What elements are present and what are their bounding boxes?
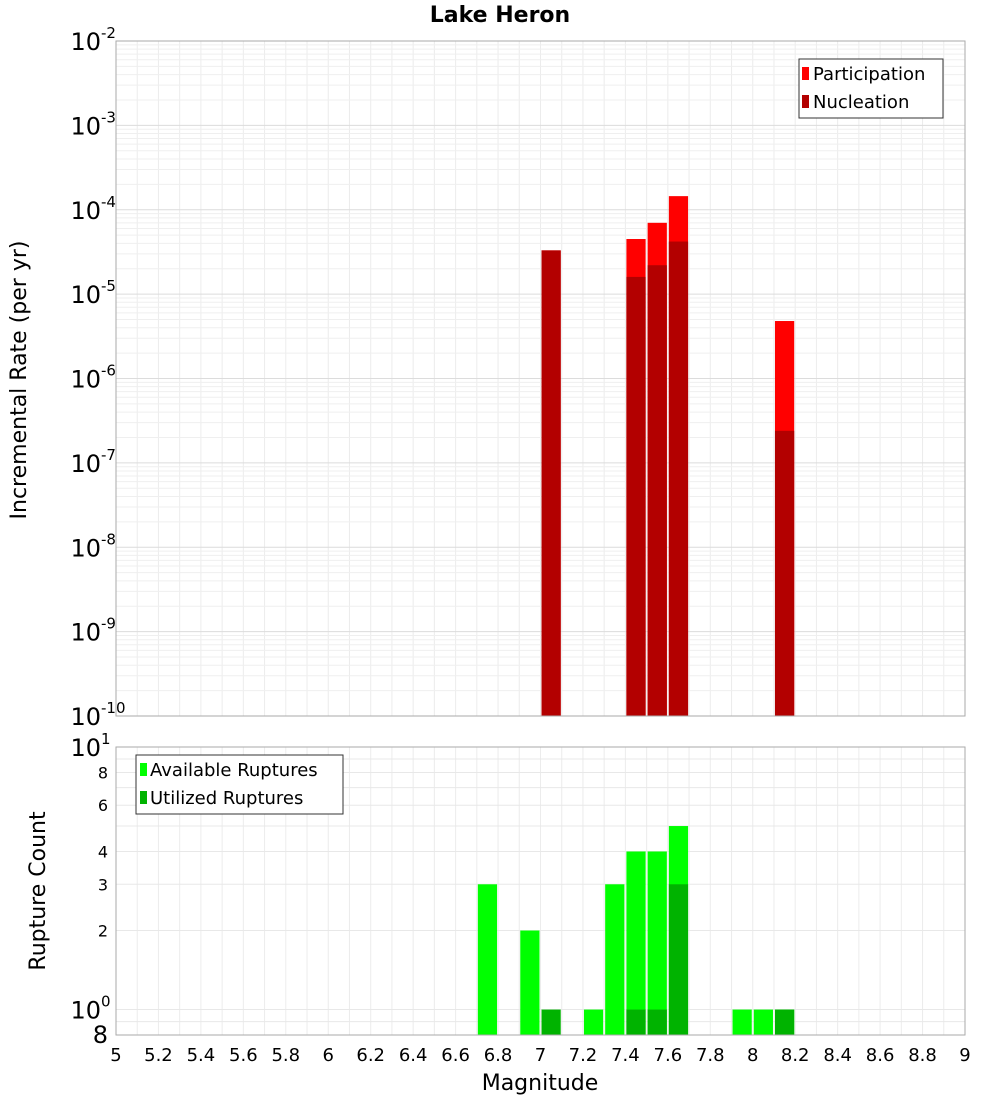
- rate-y-tick-base: 10: [70, 619, 101, 647]
- bar-utilized: [541, 1009, 561, 1035]
- bar-available: [626, 851, 646, 1035]
- count-y-tick-exp: 0: [101, 993, 111, 1011]
- bar-utilized: [647, 1009, 667, 1035]
- x-tick-label: 8.2: [781, 1045, 810, 1066]
- count-y-tick-base: 10: [70, 997, 101, 1025]
- x-tick-label: 7.8: [696, 1045, 725, 1066]
- legend-swatch-utilized: [140, 791, 147, 804]
- legend-label-available: Available Ruptures: [150, 760, 318, 781]
- count-y-tick-bottom: 8: [93, 1021, 108, 1049]
- bar-nucleation: [626, 276, 646, 716]
- rate-y-tick-label: 10 -4: [70, 193, 116, 225]
- bar-available: [477, 884, 498, 1035]
- chart-title: Lake Heron: [430, 3, 570, 28]
- x-tick-label: 9: [959, 1045, 970, 1066]
- x-tick-label: 6.8: [484, 1045, 513, 1066]
- rate-y-tick-exp: -5: [101, 277, 116, 295]
- count-y-tick-label: 6: [98, 796, 108, 815]
- legend-label-nucleation: Nucleation: [813, 92, 909, 113]
- rate-gridlines: [115, 41, 966, 717]
- rate-y-tick-label: 10 -6: [70, 362, 116, 394]
- rate-y-tick-exp: -9: [101, 615, 116, 633]
- count-y-axis-label: Rupture Count: [26, 811, 51, 971]
- rate-y-tick-base: 10: [70, 281, 101, 309]
- legend-swatch-participation: [802, 67, 809, 80]
- rate-y-tick-label: 10 -5: [70, 277, 116, 309]
- count-bars: [477, 826, 795, 1035]
- count-y-tick-label: 4: [98, 842, 108, 861]
- x-tick-label: 6.4: [399, 1045, 428, 1066]
- x-tick-label: 7.2: [569, 1045, 598, 1066]
- bar-nucleation: [774, 430, 795, 716]
- legend-label-utilized: Utilized Ruptures: [150, 788, 303, 809]
- x-tick-label: 5.2: [144, 1045, 173, 1066]
- x-tick-label: 7: [535, 1045, 546, 1066]
- x-ticks: 5 5.2 5.4 5.6 5.8 6 6.2 6.4 6.6 6.8 7 7.2 7.4 7.6 7.8 8…: [110, 1045, 970, 1066]
- x-tick-label: 5.8: [271, 1045, 300, 1066]
- rate-y-tick-label: 10 -3: [70, 108, 116, 140]
- rate-y-tick-exp: -3: [101, 108, 116, 126]
- count-y-tick-label: 3: [98, 875, 108, 894]
- rate-y-tick-exp: -2: [101, 24, 116, 42]
- x-tick-label: 5.6: [229, 1045, 258, 1066]
- bar-available: [647, 851, 667, 1035]
- bar-available: [753, 1009, 773, 1035]
- rate-y-tick-label: 10 -7: [70, 446, 116, 478]
- bar-available: [732, 1009, 752, 1035]
- legend-label-participation: Participation: [813, 64, 925, 85]
- rate-y-tick-base: 10: [70, 703, 101, 731]
- rate-legend: Participation Nucleation: [798, 58, 944, 119]
- bar-available: [605, 884, 625, 1035]
- legend-swatch-nucleation: [802, 95, 809, 108]
- rate-y-tick-base: 10: [70, 197, 101, 225]
- count-y-tick-label: 8: [98, 763, 108, 782]
- bar-utilized: [774, 1009, 795, 1035]
- count-y-tick-exp: 1: [101, 730, 111, 748]
- bar-available: [583, 1009, 604, 1035]
- bar-available: [520, 930, 540, 1035]
- rate-y-tick-base: 10: [70, 450, 101, 478]
- count-y-tick-base: 10: [70, 734, 101, 762]
- bar-nucleation: [668, 241, 689, 717]
- rate-y-axis-label: Incremental Rate (per yr): [7, 241, 32, 520]
- x-tick-label: 8.4: [823, 1045, 852, 1066]
- rate-y-tick-exp: -8: [101, 530, 116, 548]
- x-tick-label: 8: [747, 1045, 758, 1066]
- rate-bars: [541, 196, 795, 717]
- x-tick-label: 6.2: [356, 1045, 385, 1066]
- rate-y-tick-exp: -4: [101, 193, 116, 211]
- rate-y-tick-label: 10 -10: [70, 699, 125, 731]
- x-tick-label: 5: [110, 1045, 121, 1066]
- rate-y-tick-exp: -6: [101, 362, 116, 380]
- bar-nucleation: [647, 265, 667, 716]
- x-tick-label: 6: [323, 1045, 334, 1066]
- bar-nucleation: [541, 250, 561, 717]
- rate-y-tick-label: 10 -9: [70, 615, 116, 647]
- count-legend: Available Ruptures Utilized Ruptures: [135, 754, 344, 815]
- x-axis-label: Magnitude: [482, 1071, 599, 1096]
- rate-y-tick-label: 10 -8: [70, 530, 116, 562]
- x-tick-label: 8.6: [866, 1045, 895, 1066]
- rate-y-tick-base: 10: [70, 28, 101, 56]
- rate-y-tick-exp: -10: [101, 699, 126, 717]
- x-tick-label: 6.6: [441, 1045, 470, 1066]
- x-tick-label: 7.4: [611, 1045, 640, 1066]
- x-tick-label: 7.6: [654, 1045, 683, 1066]
- rate-y-tick-base: 10: [70, 534, 101, 562]
- rate-y-tick-label: 10 -2: [70, 24, 116, 56]
- rate-y-tick-base: 10: [70, 366, 101, 394]
- rate-y-tick-exp: -7: [101, 446, 116, 464]
- legend-swatch-available: [140, 763, 147, 776]
- bar-utilized: [668, 884, 689, 1035]
- x-tick-label: 8.8: [908, 1045, 937, 1066]
- bar-utilized: [626, 1009, 646, 1035]
- x-tick-label: 5.4: [187, 1045, 216, 1066]
- rate-y-tick-base: 10: [70, 112, 101, 140]
- count-y-tick-label: 2: [98, 922, 108, 941]
